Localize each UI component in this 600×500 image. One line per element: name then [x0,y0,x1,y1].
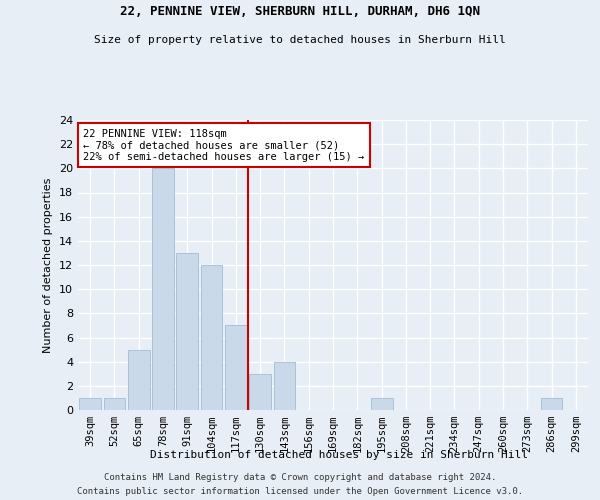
Bar [104,398,125,410]
Bar [274,362,295,410]
Bar [371,398,392,410]
Bar [152,168,174,410]
Bar [200,265,223,410]
Text: Distribution of detached houses by size in Sherburn Hill: Distribution of detached houses by size … [150,450,528,460]
Bar [249,374,271,410]
Bar [128,350,149,410]
Y-axis label: Number of detached properties: Number of detached properties [43,178,53,352]
Bar [541,398,562,410]
Text: 22 PENNINE VIEW: 118sqm
← 78% of detached houses are smaller (52)
22% of semi-de: 22 PENNINE VIEW: 118sqm ← 78% of detache… [83,128,364,162]
Bar [176,253,198,410]
Text: Contains HM Land Registry data © Crown copyright and database right 2024.: Contains HM Land Registry data © Crown c… [104,472,496,482]
Text: 22, PENNINE VIEW, SHERBURN HILL, DURHAM, DH6 1QN: 22, PENNINE VIEW, SHERBURN HILL, DURHAM,… [120,5,480,18]
Text: Contains public sector information licensed under the Open Government Licence v3: Contains public sector information licen… [77,488,523,496]
Text: Size of property relative to detached houses in Sherburn Hill: Size of property relative to detached ho… [94,35,506,45]
Bar [79,398,101,410]
Bar [225,326,247,410]
